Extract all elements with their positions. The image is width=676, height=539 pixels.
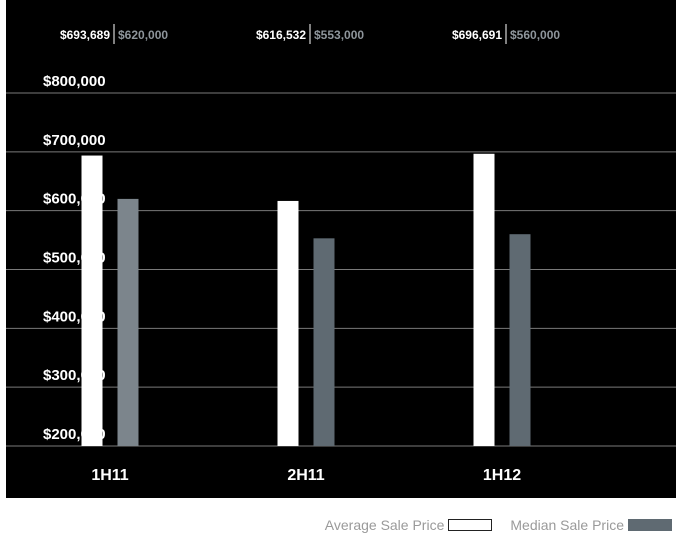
bar-average (277, 200, 299, 446)
bar-chart: $200,000$300,000$400,000$500,000$600,000… (6, 24, 676, 484)
x-tick-label: 1H11 (91, 467, 128, 484)
y-tick-label: $800,000 (43, 73, 106, 90)
bar-median (313, 238, 335, 446)
value-label-median: $560,000 (510, 28, 560, 42)
chart-panel: $200,000 $300,000 $400,000 $500,000 $600,000… (6, 0, 676, 498)
value-label-average: $693,689 (60, 28, 110, 42)
bar-average (473, 153, 495, 446)
value-label-median: $620,000 (118, 28, 168, 42)
bar-median (117, 198, 139, 446)
legend-item-average: Average Sale Price (325, 517, 493, 533)
y-tick-label: $700,000 (43, 132, 106, 149)
value-label-average: $696,691 (452, 28, 502, 42)
legend: Average Sale Price Median Sale Price (325, 517, 672, 533)
value-label-average: $616,532 (256, 28, 306, 42)
legend-swatch-median (628, 519, 672, 531)
bar-average (81, 155, 103, 446)
value-label-median: $553,000 (314, 28, 364, 42)
x-tick-label: 2H11 (287, 467, 324, 484)
x-tick-label: 1H12 (483, 467, 521, 484)
legend-swatch-average (448, 519, 493, 531)
legend-label-median: Median Sale Price (510, 517, 624, 533)
bar-median (509, 234, 531, 446)
legend-label-average: Average Sale Price (324, 517, 445, 533)
legend-item-median: Median Sale Price (510, 517, 672, 533)
